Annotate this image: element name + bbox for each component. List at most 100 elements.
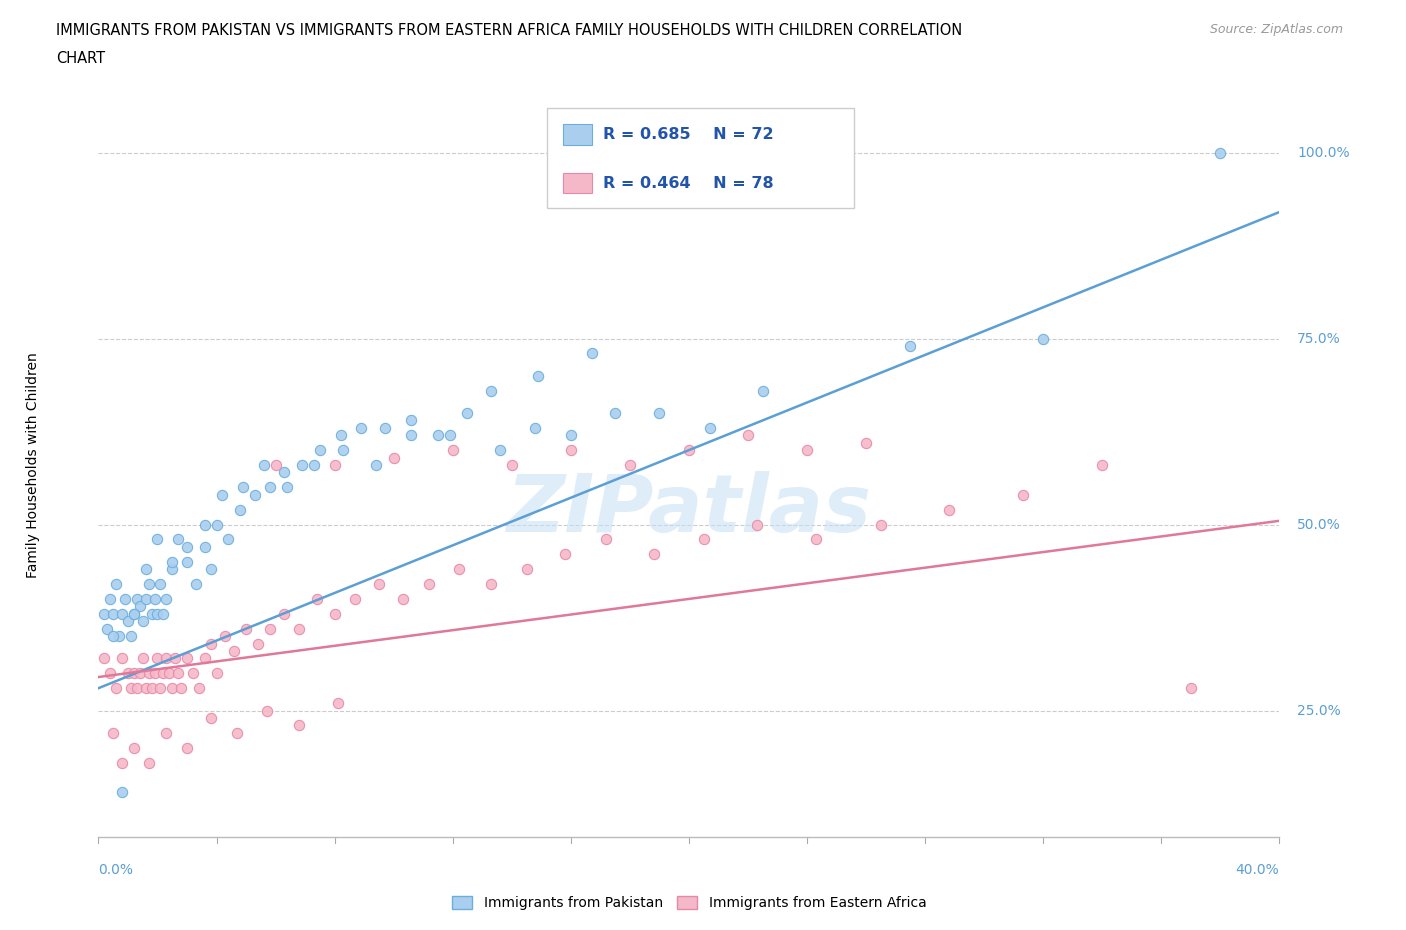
Point bbox=[804, 532, 827, 547]
Point bbox=[149, 577, 172, 591]
Point bbox=[211, 487, 233, 502]
Point bbox=[323, 458, 346, 472]
Text: 100.0%: 100.0% bbox=[1298, 145, 1350, 160]
Point bbox=[122, 666, 145, 681]
Point bbox=[229, 502, 252, 517]
FancyBboxPatch shape bbox=[547, 108, 855, 208]
Point bbox=[291, 458, 314, 472]
Point bbox=[418, 577, 440, 591]
Point bbox=[146, 651, 169, 666]
Point bbox=[146, 606, 169, 621]
Point bbox=[456, 405, 478, 420]
Point bbox=[176, 651, 198, 666]
Point bbox=[605, 405, 627, 420]
Point bbox=[143, 591, 166, 606]
Point bbox=[693, 532, 716, 547]
Point bbox=[184, 577, 207, 591]
Point bbox=[200, 562, 222, 577]
Point bbox=[479, 577, 502, 591]
Legend: Immigrants from Pakistan, Immigrants from Eastern Africa: Immigrants from Pakistan, Immigrants fro… bbox=[446, 891, 932, 916]
Point bbox=[111, 651, 134, 666]
Point bbox=[751, 383, 773, 398]
Point bbox=[96, 621, 118, 636]
Point bbox=[135, 681, 157, 696]
Text: 25.0%: 25.0% bbox=[1298, 703, 1341, 718]
Point bbox=[217, 532, 239, 547]
Point bbox=[678, 443, 700, 458]
Point bbox=[1180, 681, 1202, 696]
Point bbox=[143, 666, 166, 681]
Point bbox=[560, 428, 582, 443]
Point bbox=[125, 681, 148, 696]
Point bbox=[595, 532, 617, 547]
Point bbox=[122, 606, 145, 621]
Point bbox=[235, 621, 257, 636]
Point bbox=[205, 517, 228, 532]
Point bbox=[135, 562, 157, 577]
Point bbox=[155, 725, 177, 740]
Point bbox=[1091, 458, 1114, 472]
Point bbox=[441, 443, 464, 458]
Point bbox=[332, 443, 354, 458]
Point bbox=[326, 696, 349, 711]
Point bbox=[162, 562, 183, 577]
Point bbox=[141, 606, 163, 621]
Point bbox=[489, 443, 512, 458]
Point bbox=[344, 591, 367, 606]
Point bbox=[1032, 331, 1054, 346]
Point bbox=[152, 666, 174, 681]
Point bbox=[264, 458, 287, 472]
Point bbox=[181, 666, 204, 681]
Point bbox=[288, 621, 311, 636]
Point bbox=[105, 577, 128, 591]
Point bbox=[138, 755, 160, 770]
Point bbox=[157, 666, 180, 681]
Point bbox=[256, 703, 278, 718]
Point bbox=[135, 591, 157, 606]
Point bbox=[246, 636, 269, 651]
Point bbox=[329, 428, 352, 443]
Point bbox=[1209, 145, 1232, 160]
Point bbox=[194, 651, 217, 666]
Point bbox=[122, 740, 145, 755]
Point bbox=[900, 339, 922, 353]
Point bbox=[176, 539, 198, 554]
Point bbox=[176, 554, 198, 569]
Point bbox=[105, 681, 128, 696]
Point bbox=[111, 606, 134, 621]
Point bbox=[155, 651, 177, 666]
Text: CHART: CHART bbox=[56, 51, 105, 66]
Point bbox=[194, 539, 217, 554]
Point bbox=[273, 465, 295, 480]
Point bbox=[214, 629, 236, 644]
Point bbox=[382, 450, 405, 465]
Point bbox=[643, 547, 665, 562]
Point bbox=[98, 591, 121, 606]
Point bbox=[323, 606, 346, 621]
Point bbox=[391, 591, 413, 606]
Point bbox=[114, 591, 136, 606]
Text: 40.0%: 40.0% bbox=[1236, 863, 1279, 877]
Point bbox=[141, 681, 163, 696]
Point bbox=[128, 599, 150, 614]
Point bbox=[167, 532, 190, 547]
Point bbox=[350, 420, 373, 435]
Point bbox=[427, 428, 450, 443]
Point bbox=[259, 621, 281, 636]
Point bbox=[200, 636, 222, 651]
Point bbox=[167, 666, 190, 681]
Point bbox=[1011, 487, 1033, 502]
Text: 0.0%: 0.0% bbox=[98, 863, 134, 877]
Point bbox=[855, 435, 877, 450]
Point bbox=[120, 629, 142, 644]
Point bbox=[938, 502, 960, 517]
Point bbox=[309, 443, 332, 458]
Point bbox=[117, 666, 139, 681]
Point bbox=[194, 517, 217, 532]
Point bbox=[111, 785, 134, 800]
Point bbox=[364, 458, 387, 472]
Point bbox=[259, 480, 281, 495]
Point bbox=[128, 666, 150, 681]
Point bbox=[132, 614, 155, 629]
Point bbox=[581, 346, 603, 361]
